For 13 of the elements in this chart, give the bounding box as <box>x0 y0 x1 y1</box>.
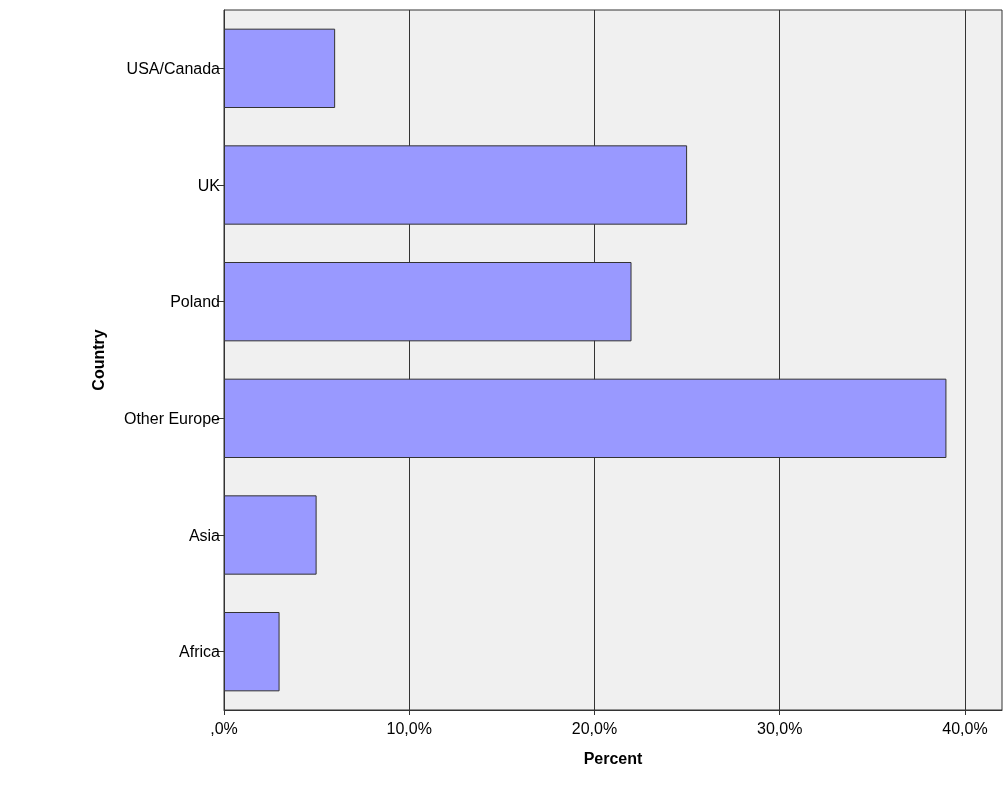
y-tick-label: Other Europe <box>123 409 221 427</box>
x-tick-label: 20,0% <box>571 719 618 737</box>
x-tick-label: 10,0% <box>386 719 432 737</box>
x-tick-label: ,0% <box>210 719 238 737</box>
y-tick-label: Asia <box>188 526 221 544</box>
y-tick-label: UK <box>197 176 221 194</box>
y-axis-title: Country <box>89 329 107 391</box>
y-tick-label: USA/Canada <box>126 59 221 77</box>
y-tick-label: Poland <box>170 293 220 311</box>
x-tick-label: 40,0% <box>942 719 988 737</box>
x-axis-title: Percent <box>583 749 644 767</box>
x-tick-label: 30,0% <box>757 719 803 737</box>
y-tick-label: Africa <box>179 643 221 661</box>
